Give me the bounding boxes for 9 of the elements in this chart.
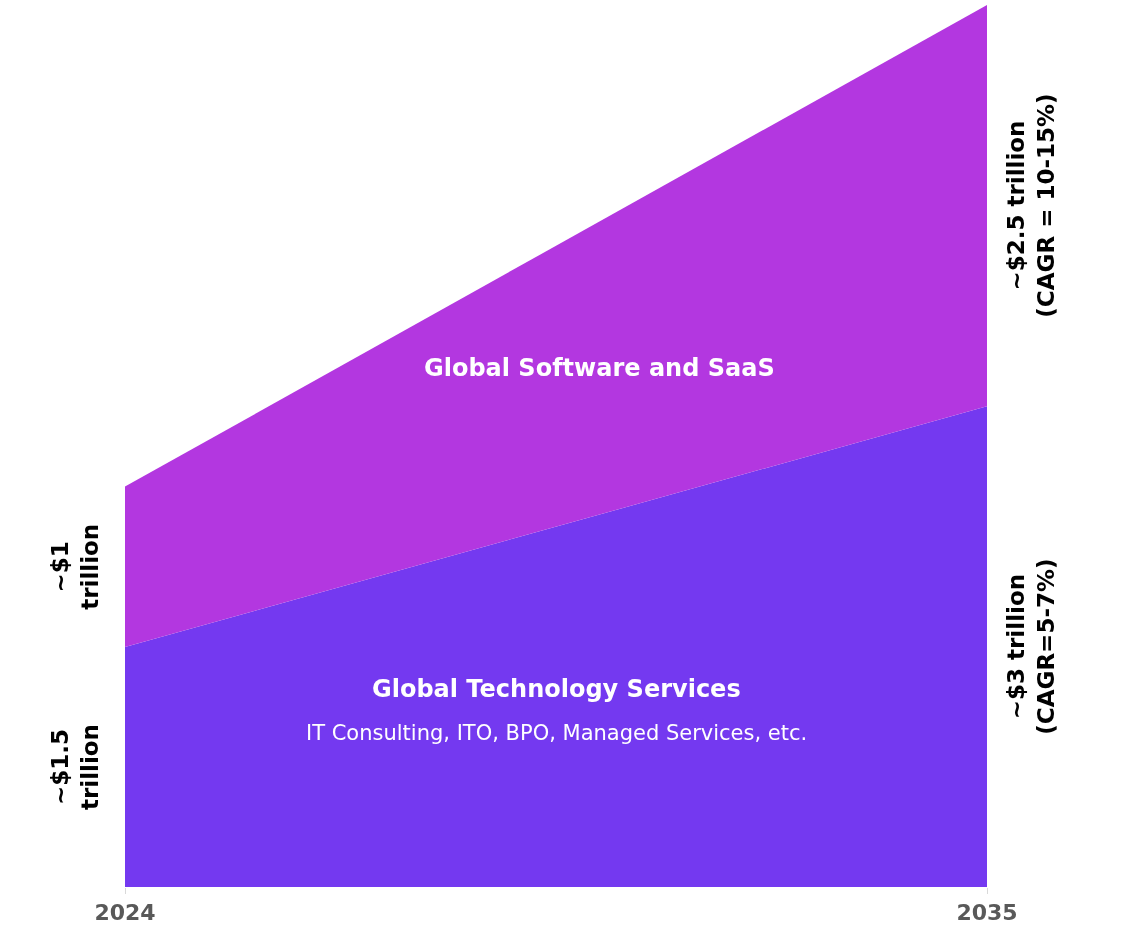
x-tick-label: 2024 xyxy=(94,900,156,926)
annotation: IT Consulting, ITO, BPO, Managed Services, etc. xyxy=(306,721,808,745)
x-tick-label: 2035 xyxy=(956,900,1018,926)
annotation: ~$2.5 trillion (CAGR = 10-15%) xyxy=(1003,93,1060,318)
annotation: ~$3 trillion (CAGR=5-7%) xyxy=(1003,558,1060,735)
annotation: ~$1.5 trillion xyxy=(46,723,103,811)
series-label: Global Technology Services xyxy=(372,675,741,703)
series-label: Global Software and SaaS xyxy=(424,354,775,382)
annotation: ~$1 trillion xyxy=(47,523,104,610)
